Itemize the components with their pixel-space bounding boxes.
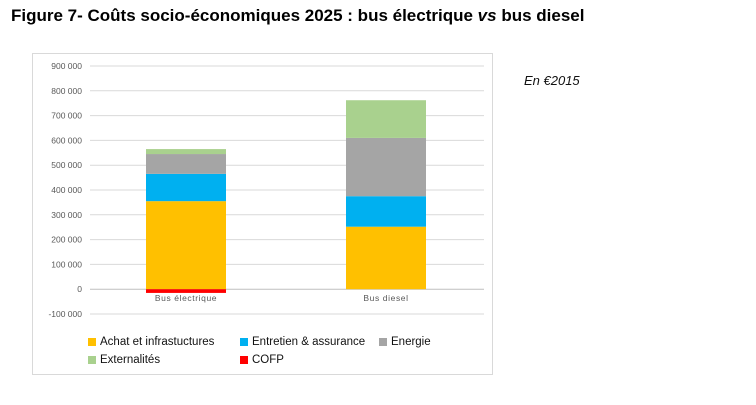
- y-tick-label: -100 000: [48, 309, 82, 319]
- figure-title-suffix: bus diesel: [496, 6, 585, 25]
- legend-item-externalites: Externalités: [88, 354, 240, 366]
- legend-label-entretien: Entretien & assurance: [252, 336, 366, 348]
- y-tick-label: 0: [77, 284, 82, 294]
- legend-item-achat: Achat et infrastuctures: [88, 336, 240, 348]
- y-tick-label: 300 000: [51, 210, 82, 220]
- x-tick-label: Bus diesel: [363, 293, 408, 303]
- y-tick-label: 500 000: [51, 160, 82, 170]
- currency-note: En €2015: [524, 73, 580, 88]
- legend-row-2: Externalités COFP: [88, 351, 468, 369]
- legend-item-cofp: COFP: [240, 354, 284, 366]
- chart-frame: [32, 53, 493, 375]
- y-tick-label: 400 000: [51, 185, 82, 195]
- y-tick-label: 200 000: [51, 235, 82, 245]
- y-tick-label: 100 000: [51, 259, 82, 269]
- legend: Achat et infrastuctures Entretien & assu…: [88, 333, 468, 369]
- y-tick-label: 600 000: [51, 135, 82, 145]
- figure-title-vs: vs: [477, 6, 497, 25]
- bars: [146, 100, 426, 293]
- legend-swatch-cofp: [240, 356, 248, 364]
- legend-swatch-energie: [379, 338, 387, 346]
- legend-item-entretien: Entretien & assurance: [240, 336, 379, 348]
- legend-label-achat: Achat et infrastuctures: [100, 336, 215, 348]
- legend-label-energie: Energie: [391, 336, 431, 348]
- y-axis-ticks: 900 000 800 000 700 000 600 000 500 000 400 0…: [48, 61, 82, 319]
- bar-segment: [146, 149, 226, 155]
- y-tick-label: 700 000: [51, 111, 82, 121]
- legend-swatch-entretien: [240, 338, 248, 346]
- figure-title-prefix: Figure 7- Coûts socio-économiques 2025 :…: [11, 6, 478, 25]
- bar-segment: [146, 201, 226, 290]
- legend-row-1: Achat et infrastuctures Entretien & assu…: [88, 333, 468, 351]
- x-tick-label: Bus électrique: [155, 293, 217, 303]
- figure-title: Figure 7- Coûts socio-économiques 2025 :…: [11, 6, 584, 26]
- bar-segment: [346, 137, 426, 197]
- x-axis-ticks: Bus électrique Bus diesel: [155, 293, 408, 303]
- legend-label-cofp: COFP: [252, 354, 284, 366]
- legend-item-energie: Energie: [379, 336, 431, 348]
- bar-segment: [146, 154, 226, 174]
- bar-segment: [146, 289, 226, 293]
- y-tick-label: 900 000: [51, 61, 82, 71]
- y-tick-label: 800 000: [51, 86, 82, 96]
- bar-segment: [346, 226, 426, 290]
- bar-segment: [346, 196, 426, 227]
- legend-swatch-externalites: [88, 356, 96, 364]
- bar-segment: [346, 100, 426, 138]
- legend-swatch-achat: [88, 338, 96, 346]
- legend-label-externalites: Externalités: [100, 354, 161, 366]
- bar-segment: [146, 173, 226, 202]
